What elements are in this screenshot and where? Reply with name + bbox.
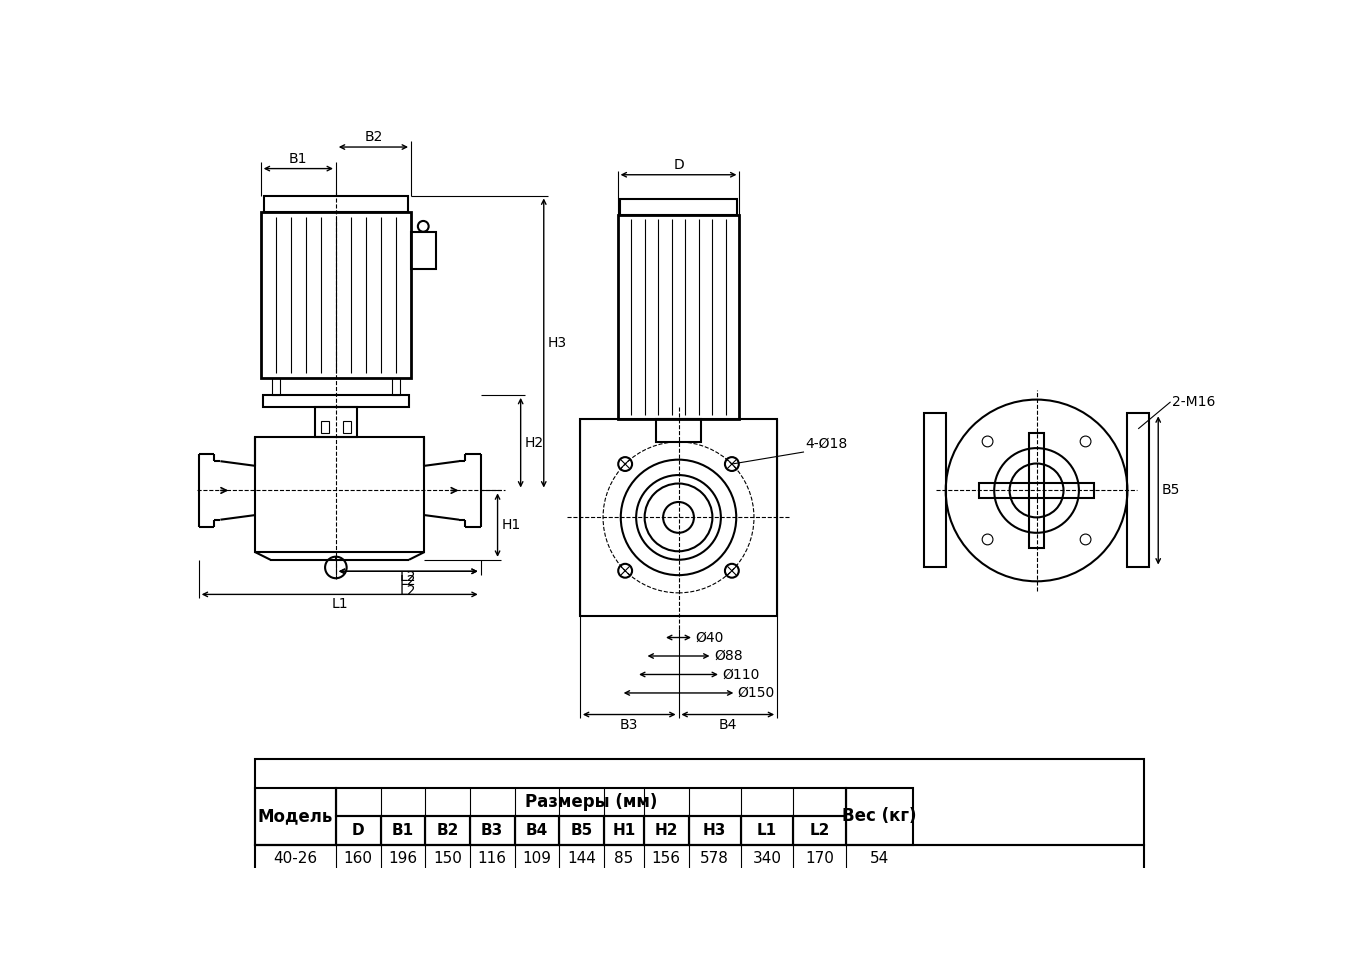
Bar	[470, 816, 515, 844]
Text: 85: 85	[615, 851, 634, 867]
Text: L1: L1	[757, 823, 777, 838]
Bar	[255, 788, 336, 844]
Bar	[656, 419, 701, 442]
Bar	[381, 816, 425, 844]
Text: B2: B2	[365, 130, 382, 144]
Text: H2: H2	[654, 823, 678, 838]
Text: L2: L2	[400, 574, 417, 588]
Text: H1: H1	[501, 518, 520, 532]
Text: 578: 578	[701, 851, 729, 867]
Bar	[336, 816, 381, 844]
Text: B1: B1	[290, 151, 307, 166]
Bar	[1127, 413, 1149, 567]
Text: B2: B2	[436, 823, 459, 838]
Text: 144: 144	[567, 851, 596, 867]
Bar	[255, 437, 425, 552]
Bar	[343, 421, 351, 433]
Bar	[411, 232, 436, 269]
Text: H3: H3	[703, 823, 727, 838]
Text: 116: 116	[478, 851, 507, 867]
Bar	[255, 844, 1145, 874]
Bar	[321, 421, 329, 433]
Bar	[392, 378, 400, 395]
Text: L1: L1	[332, 598, 348, 611]
Text: 109: 109	[522, 851, 552, 867]
Text: Ø110: Ø110	[723, 668, 759, 682]
Bar	[264, 196, 408, 213]
Bar	[643, 816, 688, 844]
Text: D: D	[673, 158, 684, 172]
Text: B3: B3	[481, 823, 503, 838]
Bar	[261, 213, 411, 378]
Text: 170: 170	[805, 851, 833, 867]
Text: Модель: Модель	[258, 807, 333, 825]
Text: Ø150: Ø150	[738, 686, 775, 700]
Text: L2: L2	[809, 823, 829, 838]
Text: D: D	[352, 823, 365, 838]
Text: 4-Ø18: 4-Ø18	[806, 437, 848, 450]
Bar	[515, 816, 559, 844]
Bar	[979, 483, 1094, 498]
Text: Ø88: Ø88	[714, 649, 743, 663]
Bar	[314, 408, 357, 437]
Text: B5: B5	[571, 823, 593, 838]
Text: H1: H1	[612, 823, 635, 838]
Bar	[272, 378, 280, 395]
Text: Размеры (мм): Размеры (мм)	[525, 793, 657, 811]
Text: B3: B3	[620, 718, 638, 731]
Bar	[559, 816, 604, 844]
Text: L2: L2	[400, 569, 417, 584]
Text: 196: 196	[388, 851, 418, 867]
Text: 160: 160	[344, 851, 373, 867]
Bar	[1029, 433, 1044, 548]
Bar	[604, 816, 643, 844]
Text: H2: H2	[525, 436, 544, 449]
Bar	[617, 214, 739, 419]
Text: 156: 156	[652, 851, 680, 867]
Bar	[581, 419, 777, 616]
Text: B1: B1	[392, 823, 414, 838]
Bar	[262, 395, 408, 408]
Text: 40-26: 40-26	[273, 851, 317, 867]
Text: L2: L2	[400, 584, 417, 599]
Text: 150: 150	[433, 851, 462, 867]
Text: Ø40: Ø40	[695, 631, 724, 644]
Text: Вес (кг): Вес (кг)	[843, 807, 917, 825]
Bar	[425, 816, 470, 844]
Bar	[255, 760, 1145, 844]
Text: H3: H3	[548, 336, 567, 350]
Bar	[688, 816, 740, 844]
Text: B4: B4	[526, 823, 548, 838]
Bar	[336, 788, 846, 816]
Bar	[846, 788, 914, 844]
Bar	[794, 816, 846, 844]
Text: B5: B5	[1161, 484, 1180, 497]
Text: 340: 340	[753, 851, 781, 867]
Bar	[925, 413, 945, 567]
Bar	[740, 816, 794, 844]
Bar	[620, 200, 738, 214]
Text: 54: 54	[870, 851, 889, 867]
Text: B4: B4	[719, 718, 738, 731]
Text: 2-M16: 2-M16	[1172, 395, 1216, 409]
